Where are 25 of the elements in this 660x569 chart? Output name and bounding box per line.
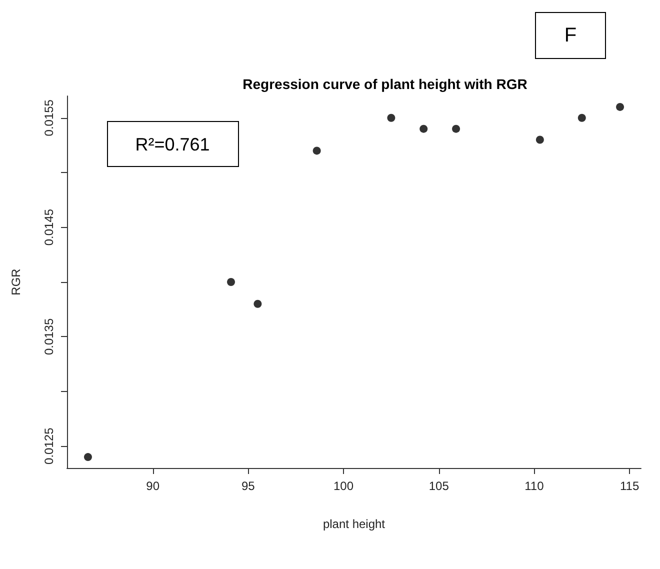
x-axis-title: plant height [322,517,386,531]
y-tick-label: 0.0135 [42,318,56,356]
x-tick-label: 110 [524,479,544,493]
y-tick-label: 0.0155 [42,99,56,136]
x-tick-label: 90 [146,479,160,493]
point [452,124,460,133]
text: F [564,24,577,46]
x-tick-label: 105 [428,479,450,493]
y-tick-label: 0.0125 [42,427,56,464]
point [312,146,321,155]
x-tick-label: 95 [241,479,256,493]
point [420,124,428,133]
point [227,278,235,286]
annotation: R²=0.761 [135,134,210,154]
point [254,300,262,308]
y-axis-title: RGR [9,268,23,296]
point [616,102,624,111]
x-tick-label: 100 [333,479,354,493]
chart-title: Regression curve of plant height with RGR [242,76,528,92]
point [536,136,544,144]
y-tick-label: 0.0145 [42,208,56,246]
point [578,114,586,122]
point [387,114,396,122]
point [84,453,92,462]
x-tick-label: 115 [620,479,640,493]
